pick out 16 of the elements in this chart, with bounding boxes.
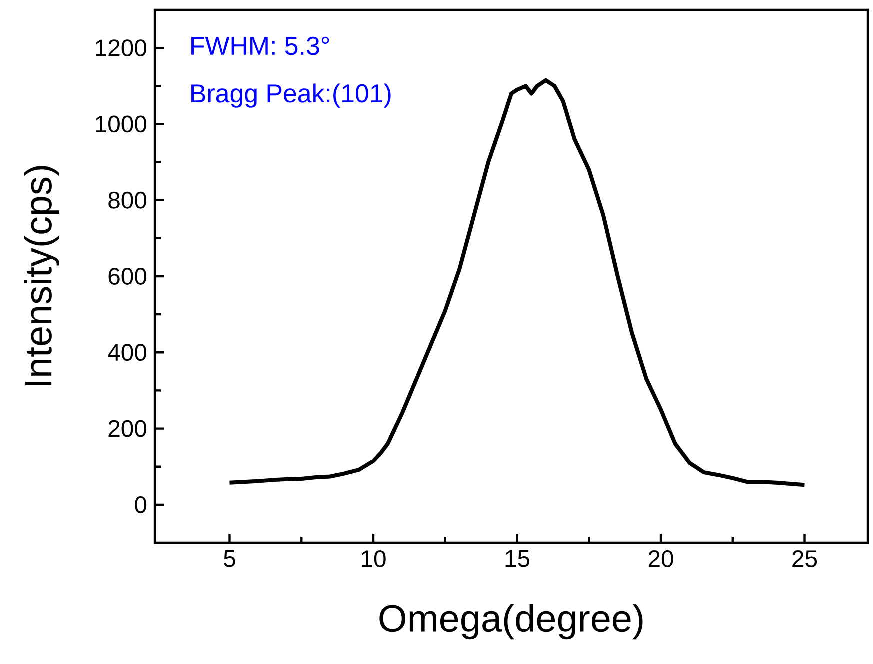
- x-tick-label: 10: [362, 550, 386, 568]
- y-tick-label: 1200: [96, 40, 147, 57]
- y-tick-label: 800: [108, 192, 147, 209]
- x-tick-label: 25: [792, 550, 818, 568]
- y-tick-label: 400: [108, 344, 147, 362]
- y-tick-label: 1000: [96, 116, 147, 133]
- y-axis-title: Intensity(cps): [24, 166, 60, 386]
- x-tick-label: 5: [224, 550, 236, 568]
- y-tick-label: 600: [108, 268, 147, 285]
- x-tick-label: 20: [648, 550, 674, 568]
- annotation: FWHM: 5.3°: [192, 36, 330, 56]
- annotation: Bragg Peak:(101): [192, 84, 391, 108]
- x-tick-label: 15: [506, 550, 530, 568]
- y-tick-label: 0: [135, 496, 147, 514]
- y-tick-label: 200: [108, 420, 147, 438]
- x-axis-title: Omega(degree): [380, 604, 643, 640]
